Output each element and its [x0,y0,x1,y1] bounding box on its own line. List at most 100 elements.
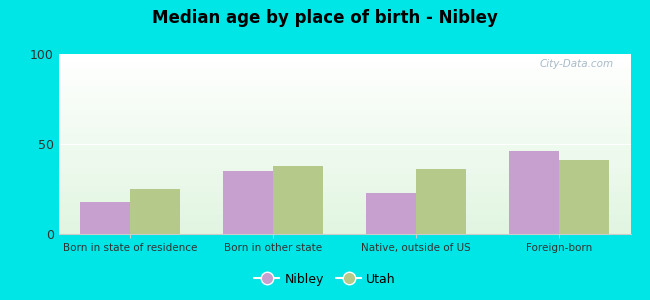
Bar [58,200,630,201]
Bar [58,80,630,81]
Bar [58,158,630,159]
Bar [58,222,630,223]
Bar [58,162,630,163]
Bar [223,171,273,234]
Bar [58,120,630,121]
Bar [58,178,630,179]
Text: Median age by place of birth - Nibley: Median age by place of birth - Nibley [152,9,498,27]
Bar [58,183,630,184]
Bar [58,144,630,145]
Bar [559,160,609,234]
Bar [58,79,630,80]
Bar [58,100,630,101]
Bar [58,167,630,168]
Bar [58,91,630,92]
Bar [58,85,630,86]
Bar [58,206,630,207]
Bar [58,57,630,58]
Bar [58,230,630,231]
Bar [80,202,130,234]
Bar [58,196,630,197]
Bar [58,139,630,140]
Bar [130,189,180,234]
Bar [58,188,630,189]
Bar [58,171,630,172]
Bar [58,179,630,180]
Bar [58,166,630,167]
Bar [58,82,630,83]
Legend: Nibley, Utah: Nibley, Utah [249,268,401,291]
Bar [58,69,630,70]
Bar [58,209,630,210]
Bar [58,101,630,102]
Bar [58,228,630,229]
Bar [58,64,630,65]
Bar [58,127,630,128]
Bar [58,172,630,173]
Bar [58,210,630,211]
Bar [58,110,630,111]
Bar [58,173,630,174]
Bar [58,147,630,148]
Bar [58,165,630,166]
Bar [58,87,630,88]
Bar [58,88,630,89]
Bar [58,232,630,233]
Bar [58,56,630,57]
Bar [58,145,630,146]
Bar [58,76,630,77]
Bar [58,105,630,106]
Bar [58,71,630,72]
Bar [58,212,630,213]
Bar [58,174,630,175]
Bar [58,199,630,200]
Bar [58,214,630,215]
Bar [58,98,630,99]
Bar [58,85,630,86]
Bar [58,218,630,219]
Bar [58,189,630,190]
Bar [58,159,630,160]
Bar [58,163,630,164]
Bar [58,182,630,183]
Bar [58,148,630,149]
Bar [58,78,630,79]
Bar [58,229,630,230]
Bar [58,202,630,203]
Bar [58,177,630,178]
Bar [58,227,630,228]
Bar [58,96,630,97]
Bar [58,108,630,109]
Bar [58,115,630,116]
Bar [58,231,630,232]
Bar [58,154,630,155]
Bar [58,175,630,176]
Bar [58,152,630,153]
Bar [58,168,630,169]
Bar [58,124,630,125]
Bar [58,84,630,85]
Bar [58,140,630,141]
Bar [58,60,630,61]
Bar [58,133,630,134]
Bar [58,70,630,71]
Bar [58,134,630,135]
Bar [58,130,630,131]
Bar [58,208,630,209]
Bar [58,197,630,198]
Bar [58,215,630,216]
Bar [58,226,630,227]
Bar [58,128,630,129]
Bar [58,194,630,195]
Bar [58,187,630,188]
Bar [58,63,630,64]
Bar [58,195,630,196]
Bar [58,99,630,100]
Bar [58,86,630,87]
Bar [58,161,630,162]
Bar [58,102,630,103]
Bar [58,121,630,122]
Bar [58,141,630,142]
Bar [58,224,630,225]
Text: City-Data.com: City-Data.com [540,59,614,69]
